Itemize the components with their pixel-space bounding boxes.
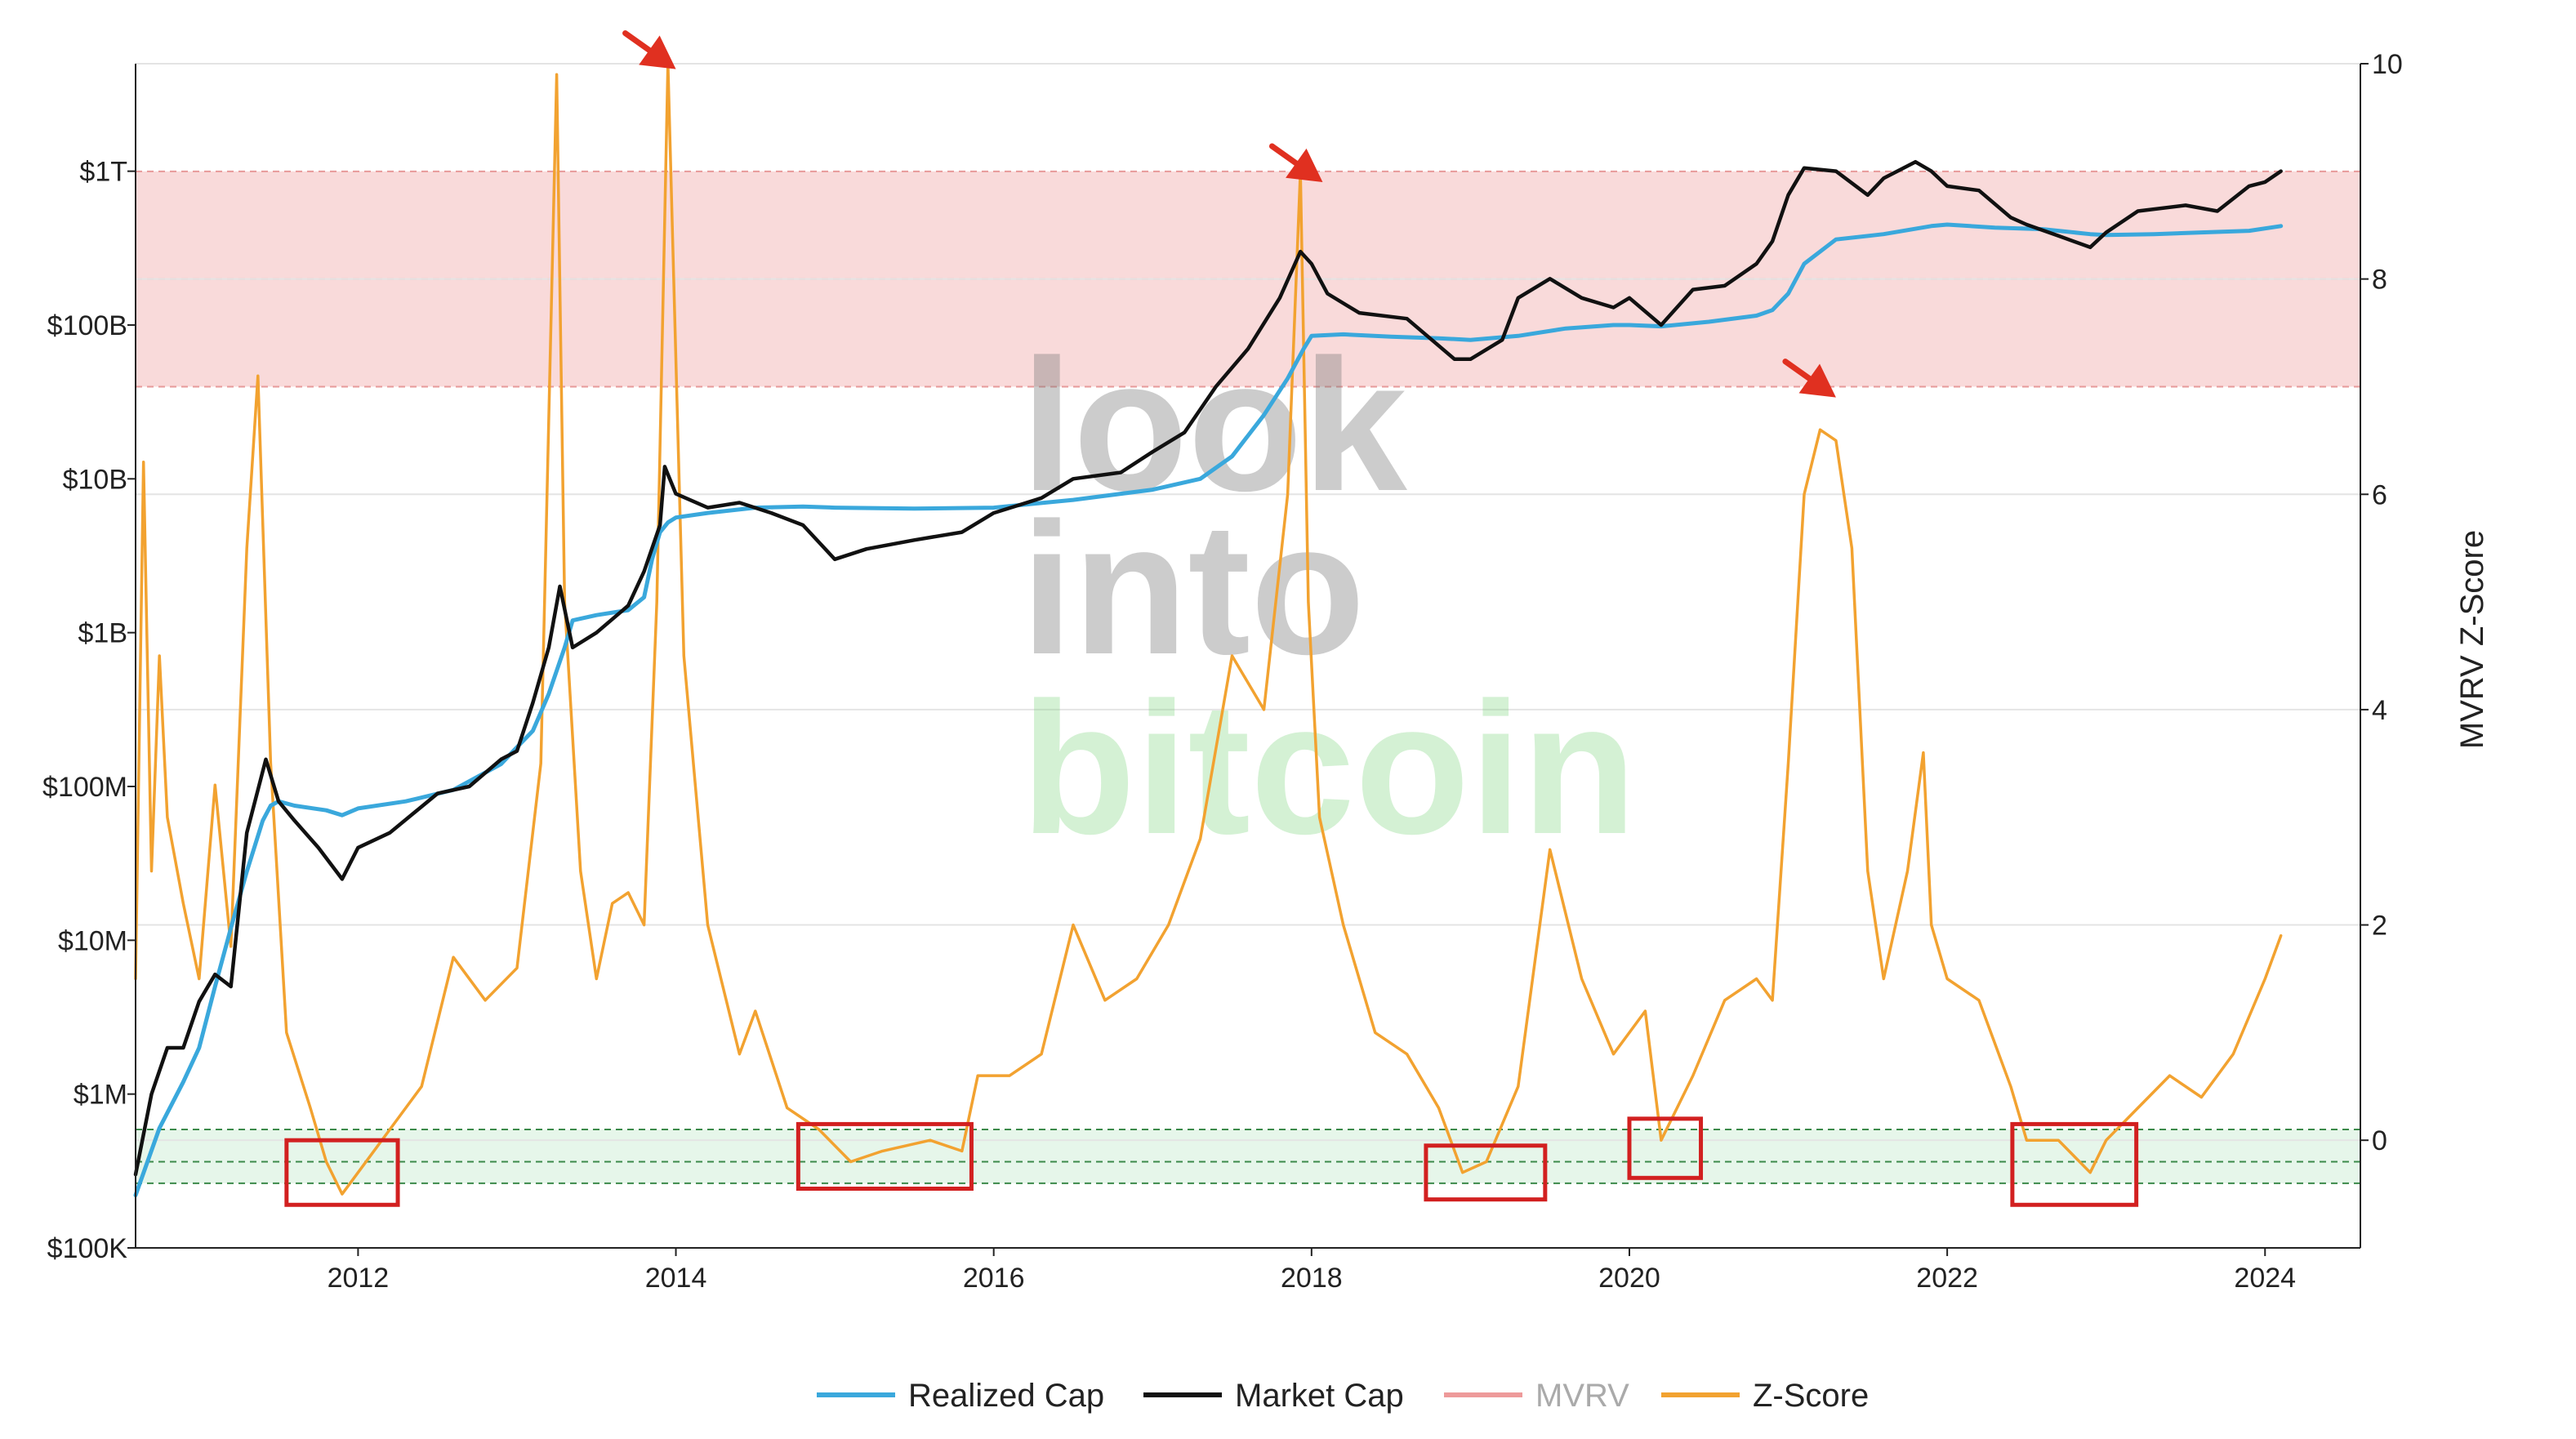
annotation-box bbox=[284, 1138, 400, 1207]
legend-label-market_cap: Market Cap bbox=[1235, 1378, 1404, 1414]
series-lines bbox=[133, 62, 2284, 1197]
x-tick-label: 2022 bbox=[1916, 1263, 1978, 1294]
annotation-box bbox=[796, 1121, 974, 1191]
gridlines bbox=[136, 63, 2360, 1142]
legend: Realized Cap Market Cap MVRV Z-Score bbox=[817, 1378, 1869, 1414]
legend-label-zscore: Z-Score bbox=[1753, 1378, 1869, 1414]
tick-labels: $100K $1M $10M $100M $1B $10B $100B $1T 0 2 4 6 8 10 2… bbox=[42, 49, 2403, 1294]
left-tick-label: $1B bbox=[78, 618, 128, 649]
x-tick-label: 2014 bbox=[645, 1263, 707, 1294]
left-tick-label: $100M bbox=[42, 772, 127, 803]
legend-label-mvrv: MVRV bbox=[1535, 1378, 1629, 1414]
annotations bbox=[284, 30, 2139, 1207]
right-axis-title: MVRV Z-Score bbox=[2454, 530, 2490, 749]
right-tick-label: 4 bbox=[2372, 695, 2387, 726]
right-tick-label: 2 bbox=[2372, 911, 2387, 942]
left-tick-label: $1T bbox=[79, 157, 127, 188]
watermark-bitcoin: bitcoin bbox=[1021, 663, 1637, 873]
right-tick-label: 6 bbox=[2372, 479, 2387, 510]
annotation-box bbox=[2010, 1121, 2139, 1207]
left-tick-label: $10M bbox=[58, 925, 127, 956]
annotation-arrow-head bbox=[1286, 148, 1323, 182]
series-line-z-score bbox=[134, 62, 2283, 1196]
axes bbox=[135, 64, 2361, 1249]
left-tick-label: $100B bbox=[47, 310, 127, 341]
legend-label-realized_cap: Realized Cap bbox=[908, 1378, 1104, 1414]
right-tick-label: 10 bbox=[2372, 49, 2403, 80]
x-tick-label: 2024 bbox=[2234, 1263, 2296, 1294]
x-tick-label: 2018 bbox=[1281, 1263, 1343, 1294]
left-tick-label: $100K bbox=[47, 1233, 128, 1264]
annotation-arrow-head bbox=[1798, 363, 1836, 398]
watermark-into: into bbox=[1021, 483, 1365, 693]
annotation-arrow-head bbox=[639, 35, 676, 69]
annotation-box bbox=[1627, 1116, 1704, 1180]
watermark-look: look bbox=[1021, 320, 1408, 530]
right-tick-label: 8 bbox=[2372, 265, 2387, 296]
series-line-market-cap bbox=[133, 159, 2283, 1177]
x-tick-label: 2012 bbox=[328, 1263, 390, 1294]
x-tick-label: 2020 bbox=[1598, 1263, 1660, 1294]
watermark: look into bitcoin bbox=[1021, 320, 1637, 873]
x-tick-label: 2016 bbox=[963, 1263, 1025, 1294]
series-line-realized-cap bbox=[133, 222, 2284, 1197]
left-tick-label: $10B bbox=[63, 464, 127, 495]
zone-undervalued bbox=[136, 1129, 2360, 1183]
left-tick-label: $1M bbox=[74, 1080, 127, 1111]
annotation-box bbox=[1424, 1143, 1548, 1202]
right-tick-label: 0 bbox=[2372, 1125, 2387, 1156]
